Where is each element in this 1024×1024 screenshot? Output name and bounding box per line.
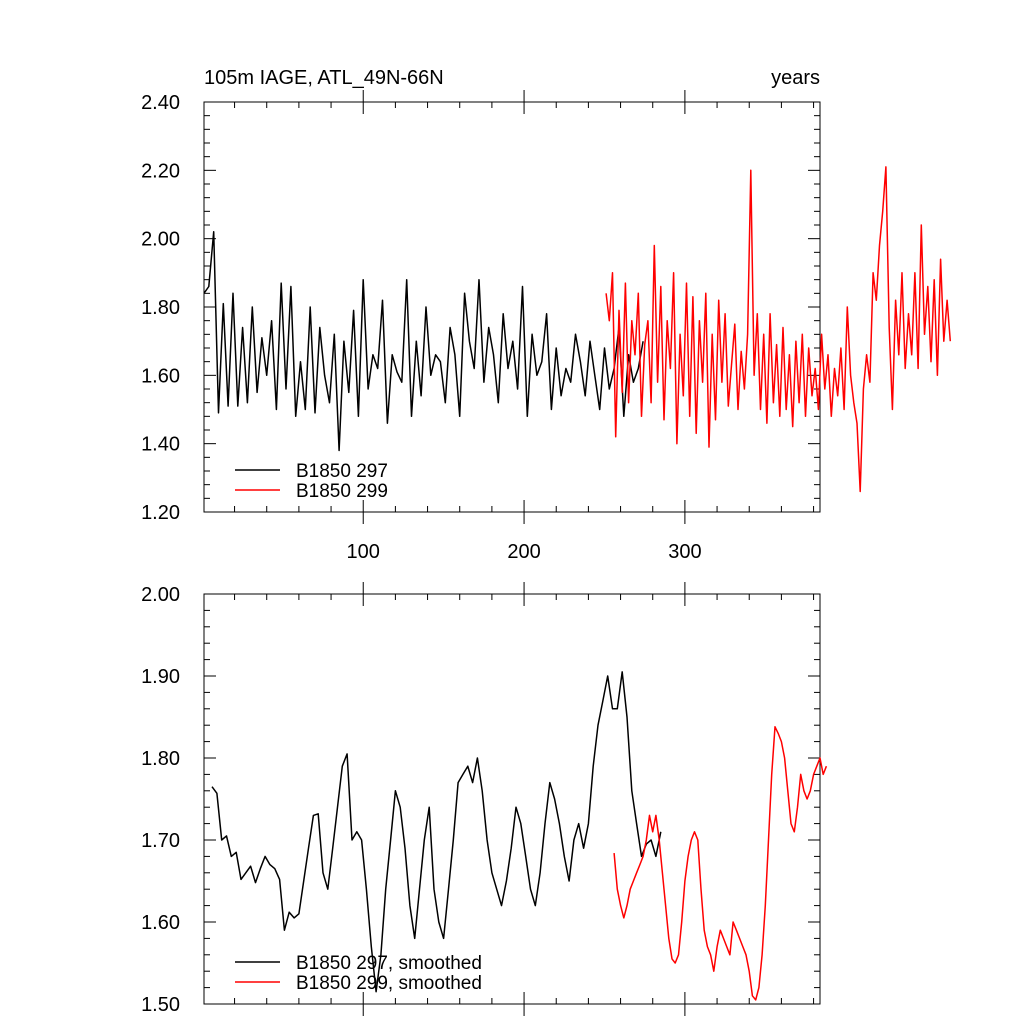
- y-tick-label: 1.40: [141, 434, 180, 456]
- chart-title: 105m IAGE, ATL_49N-66N: [204, 67, 444, 89]
- legend-label-1: B1850 297: [296, 461, 388, 482]
- y-tick-label: 1.80: [141, 748, 180, 770]
- x-tick-label: 300: [668, 541, 701, 563]
- y-tick-label: 2.00: [141, 229, 180, 251]
- y-tick-label: 1.60: [141, 365, 180, 387]
- chart-units: years: [771, 67, 820, 89]
- y-tick-label: 2.00: [141, 584, 180, 606]
- x-tick-label: 100: [347, 541, 380, 563]
- plot-frame: [203, 101, 821, 513]
- y-tick-label: 2.20: [141, 160, 180, 182]
- series-line-1: [203, 231, 644, 452]
- y-tick-label: 2.40: [141, 92, 180, 114]
- legend-label-2: B1850 299, smoothed: [296, 973, 482, 994]
- plot-frame: [203, 593, 821, 1005]
- legend-label-2: B1850 299: [296, 481, 388, 502]
- series-line-2: [613, 726, 828, 1001]
- top-panel: 1.20 1.40 1.60 1.80 2.00 2.20 2.40 100 200 300 105…: [141, 67, 952, 563]
- y-tick-label: 1.20: [141, 502, 180, 524]
- bottom-panel: 1.50 1.60 1.70 1.80 1.90 2.00 B1850 297, smoot…: [141, 582, 828, 1016]
- legend-label-1: B1850 297, smoothed: [296, 953, 482, 974]
- y-tick-label: 1.70: [141, 830, 180, 852]
- y-tick-label: 1.60: [141, 912, 180, 934]
- series-line-1: [211, 671, 662, 993]
- y-tick-label: 1.90: [141, 666, 180, 688]
- x-tick-label: 200: [507, 541, 540, 563]
- y-tick-label: 1.50: [141, 994, 180, 1016]
- y-tick-label: 1.80: [141, 297, 180, 319]
- series-line-2: [605, 166, 952, 493]
